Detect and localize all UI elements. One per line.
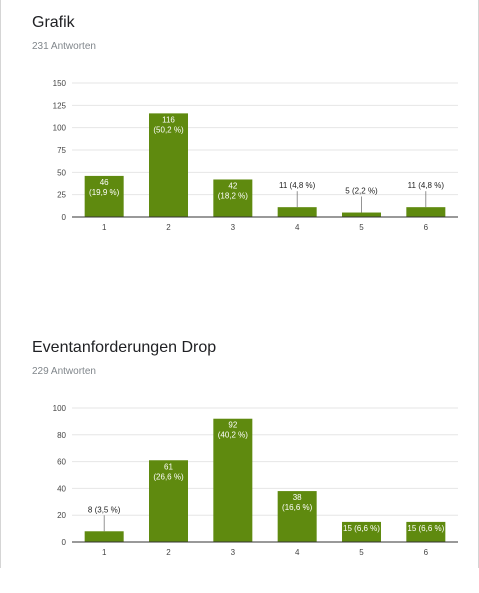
bar bbox=[277, 207, 317, 217]
data-label-line: 8 (3,5 %) bbox=[88, 505, 121, 514]
bar bbox=[84, 175, 124, 217]
x-tick-label: 4 bbox=[295, 548, 300, 557]
bar bbox=[213, 179, 253, 217]
y-tick-label: 80 bbox=[57, 431, 66, 440]
bar bbox=[84, 531, 124, 542]
data-label-line: 92 bbox=[228, 421, 237, 430]
x-tick-label: 3 bbox=[231, 223, 236, 232]
y-tick-label: 60 bbox=[57, 458, 66, 467]
bar bbox=[213, 418, 253, 542]
x-tick-label: 3 bbox=[231, 548, 236, 557]
y-tick-label: 125 bbox=[53, 101, 67, 110]
data-label-line: (19,9 %) bbox=[89, 188, 120, 197]
y-tick-label: 100 bbox=[53, 404, 67, 413]
y-tick-label: 25 bbox=[57, 191, 66, 200]
data-label: 15 (6,6 %) bbox=[343, 524, 380, 533]
data-label: 11 (4,8 %) bbox=[279, 181, 316, 208]
bar-chart-eventanforderungen-drop: 0 20 40 60 80 100 1 8 (3,5 %) 2 61(26,6 %) 3 92(40,… bbox=[53, 404, 458, 557]
x-tick-label: 4 bbox=[295, 223, 300, 232]
data-label-line: 11 (4,8 %) bbox=[279, 181, 316, 190]
data-label: 15 (6,6 %) bbox=[407, 524, 444, 533]
y-tick-label: 100 bbox=[53, 124, 67, 133]
data-label-line: 61 bbox=[164, 462, 173, 471]
data-label: 116(50,2 %) bbox=[153, 115, 184, 134]
x-tick-label: 6 bbox=[424, 223, 429, 232]
data-label-line: 116 bbox=[162, 115, 175, 124]
bar bbox=[342, 521, 381, 542]
question-title: Eventanforderungen Drop bbox=[32, 339, 217, 356]
x-tick-label: 2 bbox=[166, 548, 171, 557]
question-card-grafik: Grafik 231 Antworten 0 25 50 75 100 125 150 1 46… bbox=[0, 0, 479, 268]
x-tick-label: 2 bbox=[166, 223, 171, 232]
bar bbox=[406, 521, 446, 542]
question-card-eventanforderungen-drop: Eventanforderungen Drop 229 Antworten 0 2… bbox=[0, 325, 479, 593]
question-title: Grafik bbox=[32, 14, 75, 31]
data-label-line: (18,2 %) bbox=[218, 191, 249, 200]
bar bbox=[406, 207, 446, 217]
y-tick-label: 0 bbox=[62, 538, 67, 547]
response-count: 231 Antworten bbox=[32, 41, 96, 52]
data-label-line: 42 bbox=[228, 181, 237, 190]
data-label: 5 (2,2 %) bbox=[345, 187, 378, 213]
x-tick-label: 1 bbox=[102, 223, 107, 232]
data-label-line: (40,2 %) bbox=[218, 431, 249, 440]
data-label-line: (26,6 %) bbox=[153, 472, 184, 481]
data-label-line: 15 (6,6 %) bbox=[407, 524, 444, 533]
data-label: 46(19,9 %) bbox=[89, 178, 120, 197]
data-label: 38(16,6 %) bbox=[282, 493, 313, 512]
bar bbox=[277, 491, 317, 542]
data-label: 11 (4,8 %) bbox=[408, 181, 445, 208]
survey-results-page: Grafik 231 Antworten 0 25 50 75 100 125 150 1 46… bbox=[0, 0, 479, 568]
x-tick-label: 6 bbox=[424, 548, 429, 557]
data-label: 42(18,2 %) bbox=[218, 181, 249, 200]
data-label-line: 38 bbox=[293, 493, 302, 502]
left-border bbox=[0, 0, 1, 568]
data-label: 92(40,2 %) bbox=[218, 421, 249, 440]
data-label-line: 5 (2,2 %) bbox=[345, 187, 378, 196]
data-label: 8 (3,5 %) bbox=[88, 505, 121, 532]
x-tick-label: 5 bbox=[359, 223, 364, 232]
bar bbox=[149, 460, 188, 542]
data-label-line: 46 bbox=[100, 178, 109, 187]
y-tick-label: 0 bbox=[62, 213, 67, 222]
data-label-line: (50,2 %) bbox=[153, 125, 184, 134]
y-tick-label: 40 bbox=[57, 484, 66, 493]
y-tick-label: 75 bbox=[57, 146, 66, 155]
data-label: 61(26,6 %) bbox=[153, 462, 184, 481]
response-count: 229 Antworten bbox=[32, 366, 96, 377]
data-label-line: (16,6 %) bbox=[282, 503, 313, 512]
bar bbox=[342, 212, 381, 217]
y-tick-label: 150 bbox=[53, 79, 67, 88]
data-label-line: 15 (6,6 %) bbox=[343, 524, 380, 533]
x-tick-label: 5 bbox=[359, 548, 364, 557]
y-tick-label: 20 bbox=[57, 511, 66, 520]
bar bbox=[149, 113, 188, 217]
data-label-line: 11 (4,8 %) bbox=[408, 181, 445, 190]
x-tick-label: 1 bbox=[102, 548, 107, 557]
y-tick-label: 50 bbox=[57, 168, 66, 177]
